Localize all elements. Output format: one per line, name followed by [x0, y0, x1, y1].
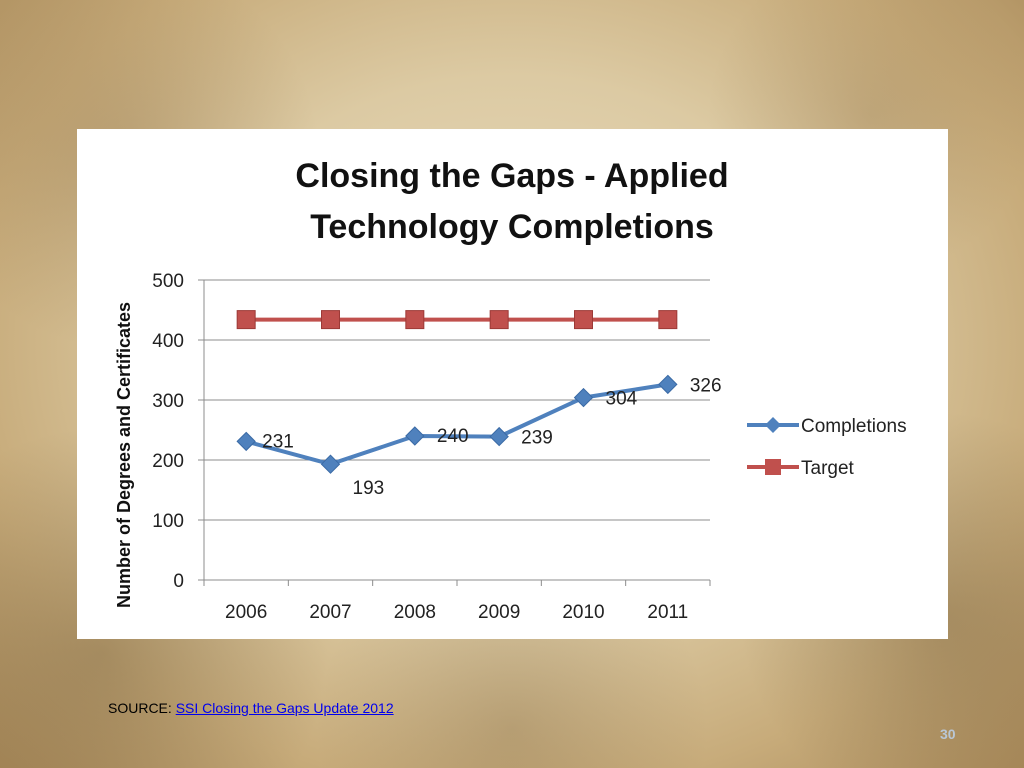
data-point	[405, 426, 425, 446]
source-label: SOURCE:	[108, 700, 172, 716]
legend-label: Completions	[801, 416, 907, 437]
y-tick-label: 400	[152, 331, 184, 352]
x-tick-label: 2011	[647, 602, 688, 623]
data-label: 193	[353, 478, 385, 499]
line-chart: 0 100 200 300 400 500 2006 2007 2008 2009 2010 2011…	[114, 271, 907, 623]
chart-title: Closing the Gaps - Applied Technology Co…	[77, 151, 947, 253]
y-tick-label: 100	[152, 511, 184, 532]
data-point	[574, 310, 593, 330]
data-label: 304	[606, 389, 638, 410]
data-label: 239	[521, 428, 553, 449]
x-tick-label: 2008	[394, 602, 436, 623]
y-tick-label: 500	[152, 271, 184, 292]
y-tick-label: 300	[152, 391, 184, 412]
data-point	[236, 431, 256, 452]
data-point	[658, 374, 678, 395]
legend-marker	[765, 459, 781, 475]
legend-marker	[765, 417, 781, 433]
chart-title-line-2: Technology Completions	[310, 208, 714, 246]
data-label: 240	[437, 426, 469, 447]
series-line-completions	[245, 382, 669, 467]
y-axis-label: Number of Degrees and Certificates	[114, 302, 134, 608]
x-tick-label: 2006	[225, 602, 267, 623]
data-point	[573, 387, 594, 408]
x-tick-label: 2010	[562, 602, 604, 623]
data-point	[405, 310, 425, 330]
slide-number: 30	[940, 726, 956, 742]
data-point	[320, 454, 341, 474]
data-point	[236, 310, 256, 330]
source-citation: SOURCE: SSI Closing the Gaps Update 2012	[108, 700, 394, 716]
data-point	[489, 426, 509, 447]
source-link[interactable]: SSI Closing the Gaps Update 2012	[175, 700, 394, 716]
legend-label: Target	[801, 458, 855, 479]
chart-title-line-1: Closing the Gaps - Applied	[295, 157, 729, 195]
data-point	[489, 310, 509, 330]
x-tick-label: 2009	[478, 602, 520, 623]
y-tick-label: 200	[152, 451, 184, 472]
data-label: 231	[262, 431, 294, 452]
data-label: 326	[690, 375, 722, 396]
y-tick-label: 0	[173, 571, 184, 592]
data-point	[321, 310, 340, 330]
chart-panel: Closing the Gaps - Applied Technology Co…	[77, 129, 948, 639]
x-tick-label: 2007	[309, 602, 351, 623]
data-point	[658, 310, 678, 330]
